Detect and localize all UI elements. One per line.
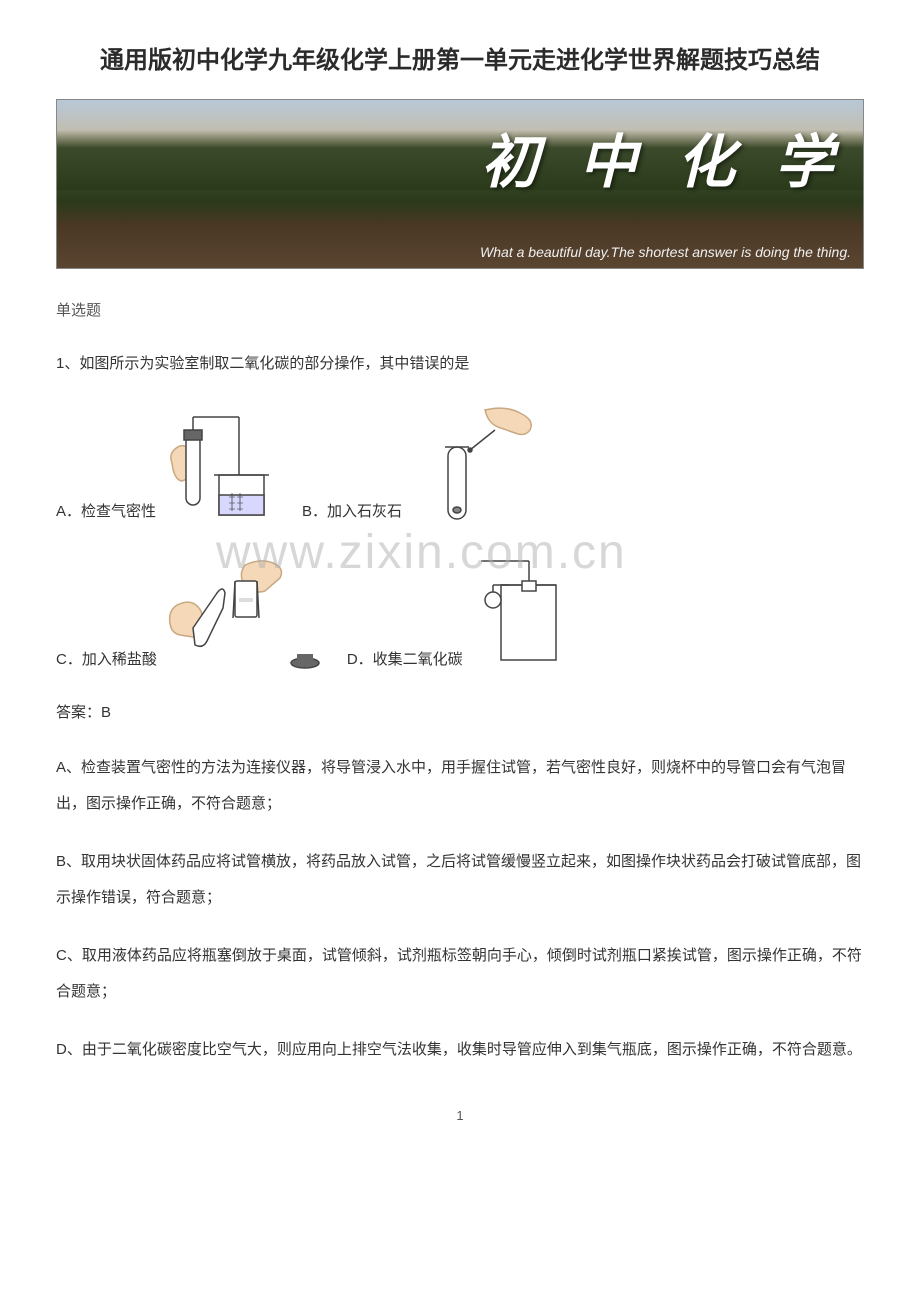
question-text: 1、如图所示为实验室制取二氧化碳的部分操作，其中错误的是 bbox=[56, 350, 864, 377]
options-container: A．检查气密性 bbox=[56, 405, 864, 673]
explanation-a: A、检查装置气密性的方法为连接仪器，将导管浸入水中，用手握住试管，若气密性良好，… bbox=[56, 750, 864, 822]
option-b-label: B．加入石灰石 bbox=[302, 500, 402, 521]
explanation-b: B、取用块状固体药品应将试管横放，将药品放入试管，之后将试管缓慢竖立起来，如图操… bbox=[56, 844, 864, 916]
option-d-label: D．收集二氧化碳 bbox=[347, 648, 463, 669]
explanation-c: C、取用液体药品应将瓶塞倒放于桌面，试管倾斜，试剂瓶标签朝向手心，倾倒时试剂瓶口… bbox=[56, 938, 864, 1010]
banner-char-3: 化 bbox=[677, 115, 735, 199]
option-a-diagram bbox=[164, 405, 274, 525]
option-c-diagram bbox=[165, 553, 325, 673]
option-row-ab: A．检查气密性 bbox=[56, 405, 864, 525]
banner-image: 初 中 化 学 What a beautiful day.The shortes… bbox=[56, 99, 864, 269]
page-number: 1 bbox=[56, 1108, 864, 1123]
banner-char-1: 初 bbox=[481, 115, 539, 199]
banner-title-chars: 初 中 化 学 bbox=[481, 115, 833, 199]
document-title: 通用版初中化学九年级化学上册第一单元走进化学世界解题技巧总结 bbox=[56, 40, 864, 75]
option-a-label: A．检查气密性 bbox=[56, 500, 156, 521]
option-row-cd: C．加入稀盐酸 D．收集二氧化碳 bbox=[56, 553, 864, 673]
section-label: 单选题 bbox=[56, 299, 864, 320]
answer-label: 答案：B bbox=[56, 701, 864, 722]
option-d-diagram bbox=[471, 553, 571, 673]
banner-char-4: 学 bbox=[775, 115, 833, 199]
banner-char-2: 中 bbox=[579, 115, 637, 199]
explanation-d: D、由于二氧化碳密度比空气大，则应用向上排空气法收集，收集时导管应伸入到集气瓶底… bbox=[56, 1032, 864, 1068]
option-c-label: C．加入稀盐酸 bbox=[56, 648, 157, 669]
option-b-diagram bbox=[410, 405, 540, 525]
banner-caption: What a beautiful day.The shortest answer… bbox=[480, 244, 851, 260]
